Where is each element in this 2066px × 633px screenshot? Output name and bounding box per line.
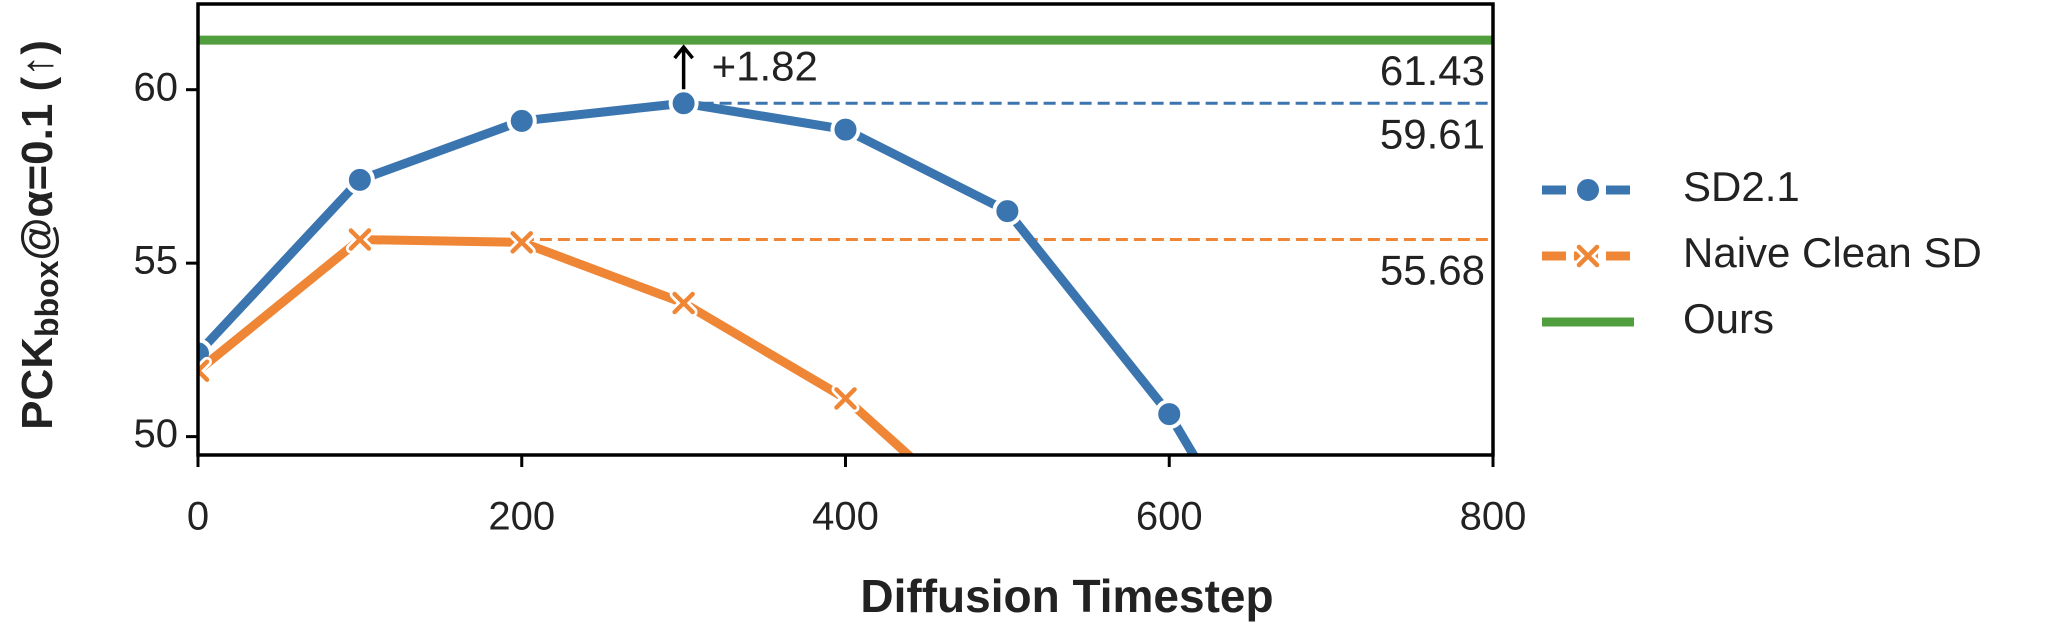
legend-marker: [1576, 244, 1600, 268]
legend-marker: [1573, 175, 1603, 205]
y-label-main: PCK: [13, 337, 62, 430]
plot-frame: [196, 2, 1495, 457]
value-label: 59.61: [1380, 110, 1485, 157]
y-tick-label: 60: [134, 65, 179, 109]
legend-label: Naive Clean SD: [1683, 229, 1982, 276]
marker-cross: [998, 535, 1016, 553]
x-tick-label: 0: [187, 495, 209, 539]
marker-outline: [998, 535, 1016, 553]
marker: [831, 384, 860, 413]
series-line: [198, 98, 1199, 455]
marker: [1154, 399, 1185, 430]
plot-area: [198, 35, 1493, 553]
y-label-suffix: @α=0.1 (↑): [13, 40, 62, 260]
value-label: 61.43: [1380, 47, 1485, 94]
marker: [669, 289, 698, 318]
annotation-arrow: [673, 44, 694, 90]
marker-cross: [348, 228, 372, 251]
y-axis-label: PCKbbox@α=0.1 (↑): [13, 40, 66, 430]
x-tick-label: 200: [488, 495, 555, 539]
marker: [506, 105, 537, 136]
x-tick-label: 600: [1136, 495, 1203, 539]
marker-cross: [510, 231, 533, 254]
marker-cross: [834, 387, 857, 410]
marker: [345, 225, 374, 254]
annotation-text: +1.82: [712, 43, 818, 90]
marker: [998, 535, 1016, 553]
marker: [507, 228, 536, 257]
x-tick-label: 400: [812, 495, 879, 539]
x-axis-label: Diffusion Timestep: [860, 570, 1273, 622]
x-tick-label: 800: [1460, 495, 1527, 539]
series-line: [198, 235, 916, 455]
marker: [830, 114, 861, 145]
marker: [344, 164, 375, 195]
marker: [198, 356, 212, 385]
y-tick-label: 55: [134, 239, 179, 283]
legend-label: SD2.1: [1683, 163, 1800, 210]
legend-label: Ours: [1683, 295, 1774, 342]
value-label: 55.68: [1380, 247, 1485, 294]
y-label-sub: bbox: [29, 260, 65, 337]
marker: [668, 88, 699, 119]
marker: [992, 196, 1023, 227]
marker-cross: [672, 291, 695, 315]
marker-cross: [198, 359, 210, 382]
y-tick-label: 50: [134, 412, 179, 456]
